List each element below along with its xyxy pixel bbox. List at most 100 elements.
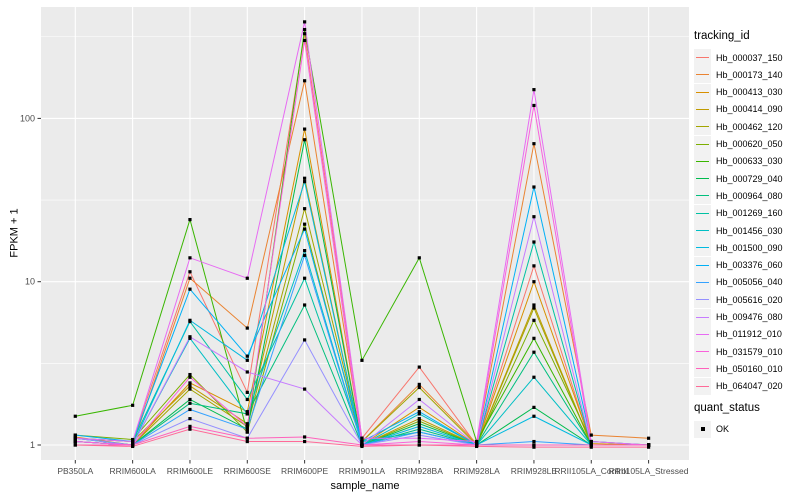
data-point xyxy=(417,436,421,440)
data-point xyxy=(647,443,651,447)
data-point xyxy=(532,405,536,409)
data-point xyxy=(245,439,249,444)
data-point xyxy=(417,433,421,437)
legend-item-label: Hb_000620_050 xyxy=(716,139,783,149)
data-point xyxy=(188,427,192,431)
data-point xyxy=(188,372,192,377)
data-point xyxy=(532,142,536,146)
data-point xyxy=(532,103,536,108)
data-point xyxy=(303,27,307,32)
legend-item-Hb_000729_040: Hb_000729_040 xyxy=(694,170,783,188)
data-point xyxy=(188,417,192,421)
data-point xyxy=(589,439,593,444)
y-axis-title: FPKM + 1 xyxy=(8,208,21,258)
data-point xyxy=(245,326,249,330)
data-point xyxy=(417,412,421,416)
legend-item-Hb_000462_120: Hb_000462_120 xyxy=(694,118,783,136)
data-point xyxy=(303,79,307,83)
data-point xyxy=(417,417,421,421)
legend-key-line-icon xyxy=(696,126,709,128)
data-point xyxy=(417,419,421,423)
data-point xyxy=(73,414,77,418)
data-point xyxy=(188,270,192,274)
legend-key-box xyxy=(694,273,711,291)
data-point xyxy=(589,445,593,449)
legend-item-label: Hb_011912_010 xyxy=(716,329,782,340)
data-point xyxy=(589,443,593,447)
legend-key-line-icon xyxy=(696,74,709,76)
legend-item-label: OK xyxy=(716,424,730,434)
data-point xyxy=(360,439,364,444)
data-point xyxy=(245,276,249,280)
legend-key-line-icon xyxy=(696,368,709,370)
legend-item-quant-ok: OK xyxy=(694,420,729,438)
data-point xyxy=(303,253,307,257)
legend-item-Hb_000173_140: Hb_000173_140 xyxy=(694,66,783,84)
legend-item-label: Hb_003376_060 xyxy=(716,260,783,271)
legend-item-label: Hb_000462_120 xyxy=(716,121,783,132)
legend-key-box xyxy=(694,100,711,118)
x-tick-label: RRIM928LE xyxy=(511,466,558,476)
data-point xyxy=(303,249,307,253)
x-tick-label: RRIM600LE xyxy=(167,466,214,476)
series-points xyxy=(73,20,651,449)
legend-key-line-icon xyxy=(696,385,709,387)
legend-item-Hb_000414_090: Hb_000414_090 xyxy=(694,100,783,118)
data-point xyxy=(360,444,364,449)
x-tick-label: RRIM600PE xyxy=(281,466,329,476)
data-point xyxy=(589,433,593,437)
data-point xyxy=(417,365,421,369)
legend-key-box xyxy=(694,170,711,188)
data-point xyxy=(188,407,192,412)
axis-tick-labels: 1 10 100 PB350LA RRIM600LA RRIM600LE RRIM600SE… xyxy=(20,113,689,476)
data-point xyxy=(303,387,307,391)
axis-ticks xyxy=(37,117,650,464)
legend-key-line-icon xyxy=(696,91,709,93)
legend-key-box xyxy=(694,377,711,395)
data-point xyxy=(417,443,421,447)
data-point xyxy=(188,287,192,291)
legend-item-Hb_001500_090: Hb_001500_090 xyxy=(694,239,783,257)
legend-item-label: Hb_005056_040 xyxy=(716,277,783,288)
data-point xyxy=(188,335,192,339)
data-point xyxy=(417,430,421,434)
legend-key-box xyxy=(694,49,711,66)
data-point xyxy=(131,439,135,444)
data-point xyxy=(303,38,307,43)
legend-item-label: Hb_005616_020 xyxy=(716,294,783,305)
legend-item-label: Hb_000037_150 xyxy=(716,52,783,63)
legend-item-Hb_000413_030: Hb_000413_030 xyxy=(694,83,783,101)
data-point xyxy=(303,32,307,36)
data-point xyxy=(245,412,249,416)
gridlines xyxy=(41,7,689,460)
data-point xyxy=(245,397,249,402)
data-point xyxy=(303,180,307,184)
data-point xyxy=(532,303,536,307)
legend-key-box xyxy=(694,187,711,205)
legend-item-Hb_005056_040: Hb_005056_040 xyxy=(694,273,783,291)
data-point xyxy=(245,354,249,358)
data-point xyxy=(417,424,421,428)
legend-key-line-icon xyxy=(696,108,709,110)
data-point xyxy=(360,436,364,440)
legend-item-Hb_005616_020: Hb_005616_020 xyxy=(694,291,783,309)
data-point xyxy=(417,422,421,426)
data-point xyxy=(245,370,249,374)
data-point xyxy=(532,306,536,310)
data-point xyxy=(532,240,536,244)
data-point xyxy=(303,176,307,180)
data-point xyxy=(245,427,249,431)
legend-item-Hb_031579_010: Hb_031579_010 xyxy=(694,343,783,361)
y-tick-label: 10 xyxy=(25,277,35,287)
data-point xyxy=(532,375,536,379)
legend-key-line-icon xyxy=(696,230,709,231)
legend-key-box xyxy=(694,118,711,136)
data-point xyxy=(303,127,307,131)
legend-key-line-icon xyxy=(696,57,709,58)
data-point xyxy=(131,444,135,449)
x-tick-label: RRIM928BA xyxy=(396,466,444,476)
data-point xyxy=(188,384,192,388)
data-point xyxy=(417,382,421,387)
data-point xyxy=(188,256,192,260)
